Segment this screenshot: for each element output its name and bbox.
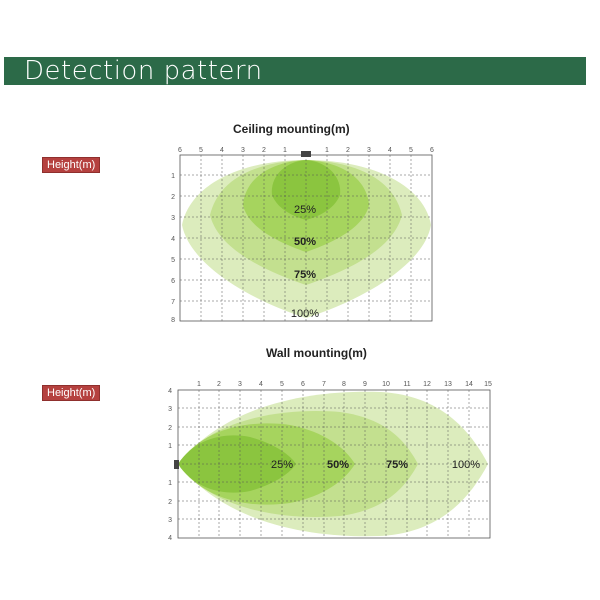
wall-y-tick: 4 bbox=[168, 535, 172, 542]
ceiling-y-tick: 4 bbox=[171, 236, 175, 243]
ceiling-y-tick: 6 bbox=[171, 278, 175, 285]
wall-y-tick: 4 bbox=[168, 388, 172, 395]
wall-y-tick: 3 bbox=[168, 406, 172, 413]
ceiling-x-ticks: 6 5 4 3 2 1 1 2 3 4 5 6 bbox=[178, 147, 434, 154]
wall-x-tick: 10 bbox=[382, 381, 390, 388]
ceiling-x-tick: 5 bbox=[199, 147, 203, 154]
wall-x-tick: 13 bbox=[444, 381, 452, 388]
wall-x-tick: 5 bbox=[280, 381, 284, 388]
wall-height-tag: Height(m) bbox=[42, 385, 101, 401]
ceiling-zone-label-50: 50% bbox=[294, 236, 316, 248]
wall-zone-label-100: 100% bbox=[452, 459, 480, 471]
ceiling-y-tick: 2 bbox=[171, 194, 175, 201]
wall-x-tick: 1 bbox=[197, 381, 201, 388]
wall-zone-25 bbox=[178, 435, 296, 493]
wall-y-tick: 2 bbox=[168, 499, 172, 506]
ceiling-x-tick: 2 bbox=[346, 147, 350, 154]
ceiling-x-tick: 2 bbox=[262, 147, 266, 154]
ceiling-x-tick: 1 bbox=[325, 147, 329, 154]
ceiling-x-tick: 3 bbox=[241, 147, 245, 154]
wall-zone-label-75: 75% bbox=[386, 459, 408, 471]
ceiling-x-tick: 6 bbox=[178, 147, 182, 154]
ceiling-x-tick: 1 bbox=[283, 147, 287, 154]
wall-diagram: 1 2 3 4 5 6 7 8 9 10 11 12 13 14 15 4 3 … bbox=[168, 381, 492, 542]
wall-x-tick: 4 bbox=[259, 381, 263, 388]
wall-zone-label-50: 50% bbox=[327, 459, 349, 471]
wall-diagram-title: Wall mounting(m) bbox=[266, 346, 367, 360]
wall-x-tick: 11 bbox=[403, 381, 410, 388]
ceiling-x-tick: 6 bbox=[430, 147, 434, 154]
page-title: Detection pattern bbox=[24, 56, 263, 86]
ceiling-sensor-icon bbox=[301, 151, 311, 157]
ceiling-y-ticks: 1 2 3 4 5 6 7 8 bbox=[171, 173, 175, 324]
ceiling-height-tag: Height(m) bbox=[42, 157, 101, 173]
wall-sensor-icon bbox=[174, 460, 179, 469]
ceiling-y-tick: 5 bbox=[171, 257, 175, 264]
wall-x-tick: 8 bbox=[342, 381, 346, 388]
wall-x-tick: 3 bbox=[238, 381, 242, 388]
wall-grid bbox=[178, 390, 490, 538]
wall-y-tick: 1 bbox=[168, 480, 172, 487]
wall-y-tick: 2 bbox=[168, 425, 172, 432]
ceiling-diagram-title: Ceiling mounting(m) bbox=[233, 122, 350, 136]
ceiling-zone-label-100: 100% bbox=[291, 308, 319, 320]
ceiling-zone-label-75: 75% bbox=[294, 269, 316, 281]
ceiling-y-tick: 3 bbox=[171, 215, 175, 222]
ceiling-grid bbox=[180, 155, 432, 321]
ceiling-zone-label-25: 25% bbox=[294, 204, 316, 216]
ceiling-y-tick: 8 bbox=[171, 317, 175, 324]
wall-x-tick: 9 bbox=[363, 381, 367, 388]
wall-y-ticks: 4 3 2 1 1 2 3 4 bbox=[168, 388, 172, 542]
wall-x-ticks: 1 2 3 4 5 6 7 8 9 10 11 12 13 14 15 bbox=[197, 381, 492, 388]
wall-x-tick: 2 bbox=[217, 381, 221, 388]
ceiling-diagram: 6 5 4 3 2 1 1 2 3 4 5 6 1 2 3 4 5 6 7 8 … bbox=[171, 147, 434, 324]
wall-zone-label-25: 25% bbox=[271, 459, 293, 471]
ceiling-x-tick: 4 bbox=[388, 147, 392, 154]
wall-y-tick: 3 bbox=[168, 517, 172, 524]
ceiling-x-tick: 4 bbox=[220, 147, 224, 154]
ceiling-y-tick: 7 bbox=[171, 299, 175, 306]
wall-x-tick: 6 bbox=[301, 381, 305, 388]
header-banner: Detection pattern bbox=[4, 57, 586, 85]
ceiling-x-tick: 5 bbox=[409, 147, 413, 154]
ceiling-x-tick: 3 bbox=[367, 147, 371, 154]
wall-x-tick: 12 bbox=[423, 381, 431, 388]
wall-x-tick: 7 bbox=[322, 381, 326, 388]
wall-x-tick: 14 bbox=[465, 381, 473, 388]
wall-x-tick: 15 bbox=[484, 381, 492, 388]
wall-y-tick: 1 bbox=[168, 443, 172, 450]
ceiling-y-tick: 1 bbox=[171, 173, 175, 180]
